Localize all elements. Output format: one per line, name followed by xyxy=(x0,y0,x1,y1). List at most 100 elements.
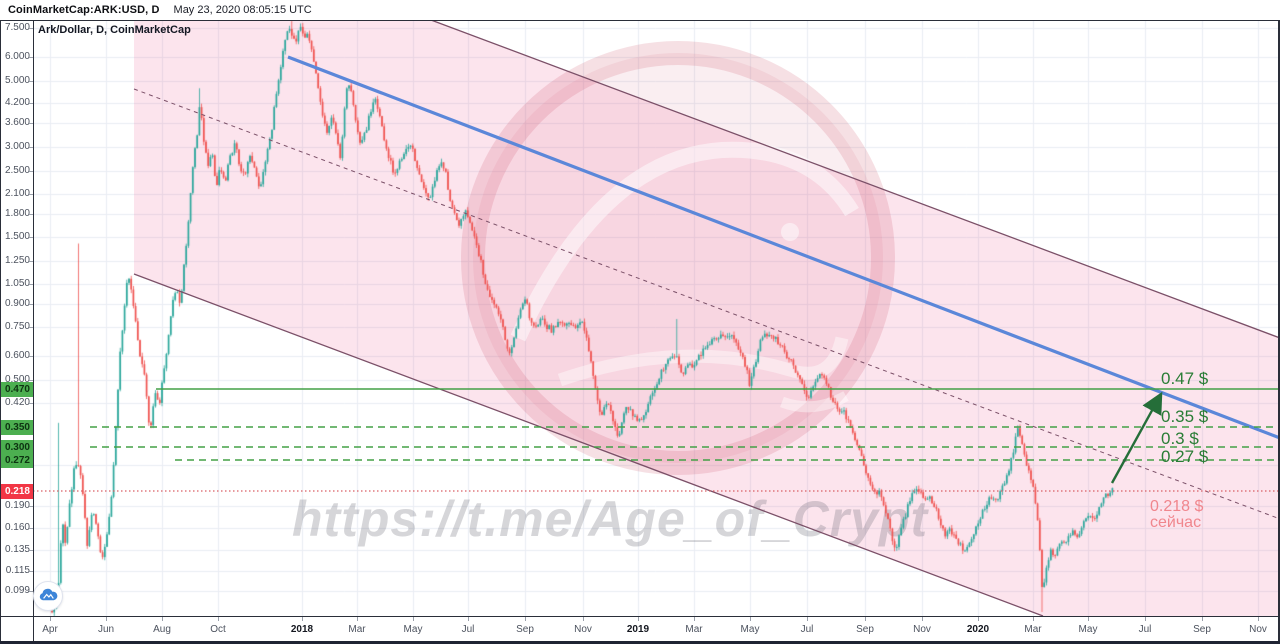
price-axis-label: 5.000 xyxy=(4,74,30,86)
price-axis[interactable]: 7.500 6.000 5.000 4.200 3.600 3.000 2.500 2.100… xyxy=(0,20,33,617)
time-axis-tick xyxy=(750,617,751,621)
time-axis-tick xyxy=(807,617,808,621)
price-axis-label: 1.800 xyxy=(4,207,30,219)
time-axis-label: Sep xyxy=(516,624,534,635)
price-axis-tick xyxy=(29,303,33,305)
price-axis-label: 0.135 xyxy=(4,544,30,556)
price-axis-label: 4.200 xyxy=(4,97,30,109)
left-border xyxy=(0,20,1,641)
time-axis-label: May xyxy=(1078,624,1098,635)
target-label-0.35: 0.35 $ xyxy=(1161,407,1209,426)
cloud-upload-icon xyxy=(39,588,58,601)
time-axis[interactable]: Apr Jun Aug Oct 2018 Mar May Jul Sep Nov 2019 Mar Ma… xyxy=(0,617,1280,641)
price-axis-label: 1.250 xyxy=(4,254,30,266)
blue-trendline[interactable] xyxy=(287,55,1280,440)
chart-legend[interactable]: Ark/Dollar, D, CoinMarketCap xyxy=(38,24,191,36)
time-axis-tick xyxy=(694,617,695,621)
price-axis-tick xyxy=(29,402,33,404)
time-axis-tick xyxy=(1088,617,1089,621)
time-axis-tick xyxy=(865,617,866,621)
time-axis-tick xyxy=(357,617,358,621)
price-badge-green: 0.300 xyxy=(0,439,33,455)
trend-arrow[interactable] xyxy=(1110,391,1163,484)
price-axis-label: 2.100 xyxy=(4,187,30,199)
price-axis-label: 1.500 xyxy=(4,231,30,243)
time-axis-label: 2019 xyxy=(626,624,650,635)
price-axis-tick xyxy=(29,170,33,172)
time-axis-label: 2020 xyxy=(966,624,990,635)
right-border xyxy=(1278,20,1280,641)
price-axis-tick xyxy=(29,28,33,30)
window-bottom-bar xyxy=(0,641,1280,644)
time-axis-label: Mar xyxy=(685,624,703,635)
plot-bottom-border xyxy=(0,616,1280,617)
time-axis-label: Apr xyxy=(42,624,58,635)
target-label-0.3: 0.3 $ xyxy=(1161,429,1199,448)
price-axis-tick xyxy=(29,550,33,552)
time-axis-tick xyxy=(302,617,303,621)
time-axis-tick xyxy=(106,617,107,621)
time-axis-tick xyxy=(1202,617,1203,621)
time-axis-label: May xyxy=(403,624,423,635)
time-axis-label: Sep xyxy=(856,624,874,635)
time-axis-tick xyxy=(1033,617,1034,621)
time-axis-label: Aug xyxy=(153,624,171,635)
time-axis-label: Nov xyxy=(1249,624,1267,635)
channel-bottom-line[interactable] xyxy=(133,273,1044,617)
time-axis-tick xyxy=(525,617,526,621)
time-axis-tick xyxy=(162,617,163,621)
price-axis-tick xyxy=(29,193,33,195)
time-axis-tick xyxy=(50,617,51,621)
time-axis-label: Jul xyxy=(461,624,475,635)
price-badge-green: 0.470 xyxy=(0,381,33,397)
time-axis-label: Jul xyxy=(1138,624,1152,635)
target-label-0.47: 0.47 $ xyxy=(1161,369,1209,388)
price-badge-current: 0.218 xyxy=(0,483,33,499)
time-axis-tick xyxy=(638,617,639,621)
price-axis-label: 0.750 xyxy=(4,321,30,333)
channel-mid-line[interactable] xyxy=(133,88,1280,520)
price-axis-label: 1.050 xyxy=(4,277,30,289)
price-axis-label: 2.500 xyxy=(4,164,30,176)
time-axis-label: 2018 xyxy=(290,624,314,635)
price-axis-tick xyxy=(29,103,33,105)
price-axis-tick xyxy=(29,260,33,262)
price-axis-tick xyxy=(29,283,33,285)
price-axis-label: 7.500 xyxy=(4,22,30,34)
price-axis-tick xyxy=(29,528,33,530)
channel-top-line[interactable] xyxy=(422,16,1280,339)
price-axis-label: 0.160 xyxy=(4,522,30,534)
time-axis-tick xyxy=(218,617,219,621)
axis-separator xyxy=(33,20,34,641)
price-axis-tick xyxy=(29,237,33,239)
price-axis-label: 3.000 xyxy=(4,141,30,153)
price-axis-label: 6.000 xyxy=(4,51,30,63)
price-axis-label: 0.420 xyxy=(4,396,30,408)
publish-button[interactable] xyxy=(33,581,63,611)
price-axis-tick xyxy=(29,590,33,592)
time-axis-label: May xyxy=(740,624,760,635)
time-axis-label: Jun xyxy=(97,624,115,635)
price-axis-tick xyxy=(29,147,33,149)
price-axis-tick xyxy=(29,80,33,82)
price-axis-tick xyxy=(29,327,33,329)
chart-timestamp: May 23, 2020 08:05:15 UTC xyxy=(173,4,312,16)
price-axis-label: 0.600 xyxy=(4,350,30,362)
price-badge-green: 0.272 xyxy=(0,452,33,468)
price-badge-green: 0.350 xyxy=(0,419,33,435)
price-axis-tick xyxy=(29,213,33,215)
time-axis-tick xyxy=(978,617,979,621)
time-axis-label: Mar xyxy=(348,624,366,635)
time-axis-tick xyxy=(1258,617,1259,621)
time-axis-label: Nov xyxy=(913,624,931,635)
price-axis-tick xyxy=(29,57,33,59)
time-axis-tick xyxy=(583,617,584,621)
time-axis-tick xyxy=(413,617,414,621)
time-axis-label: Nov xyxy=(574,624,592,635)
price-axis-tick xyxy=(29,380,33,382)
price-axis-label: 0.115 xyxy=(5,565,30,577)
time-axis-label: Sep xyxy=(1193,624,1211,635)
